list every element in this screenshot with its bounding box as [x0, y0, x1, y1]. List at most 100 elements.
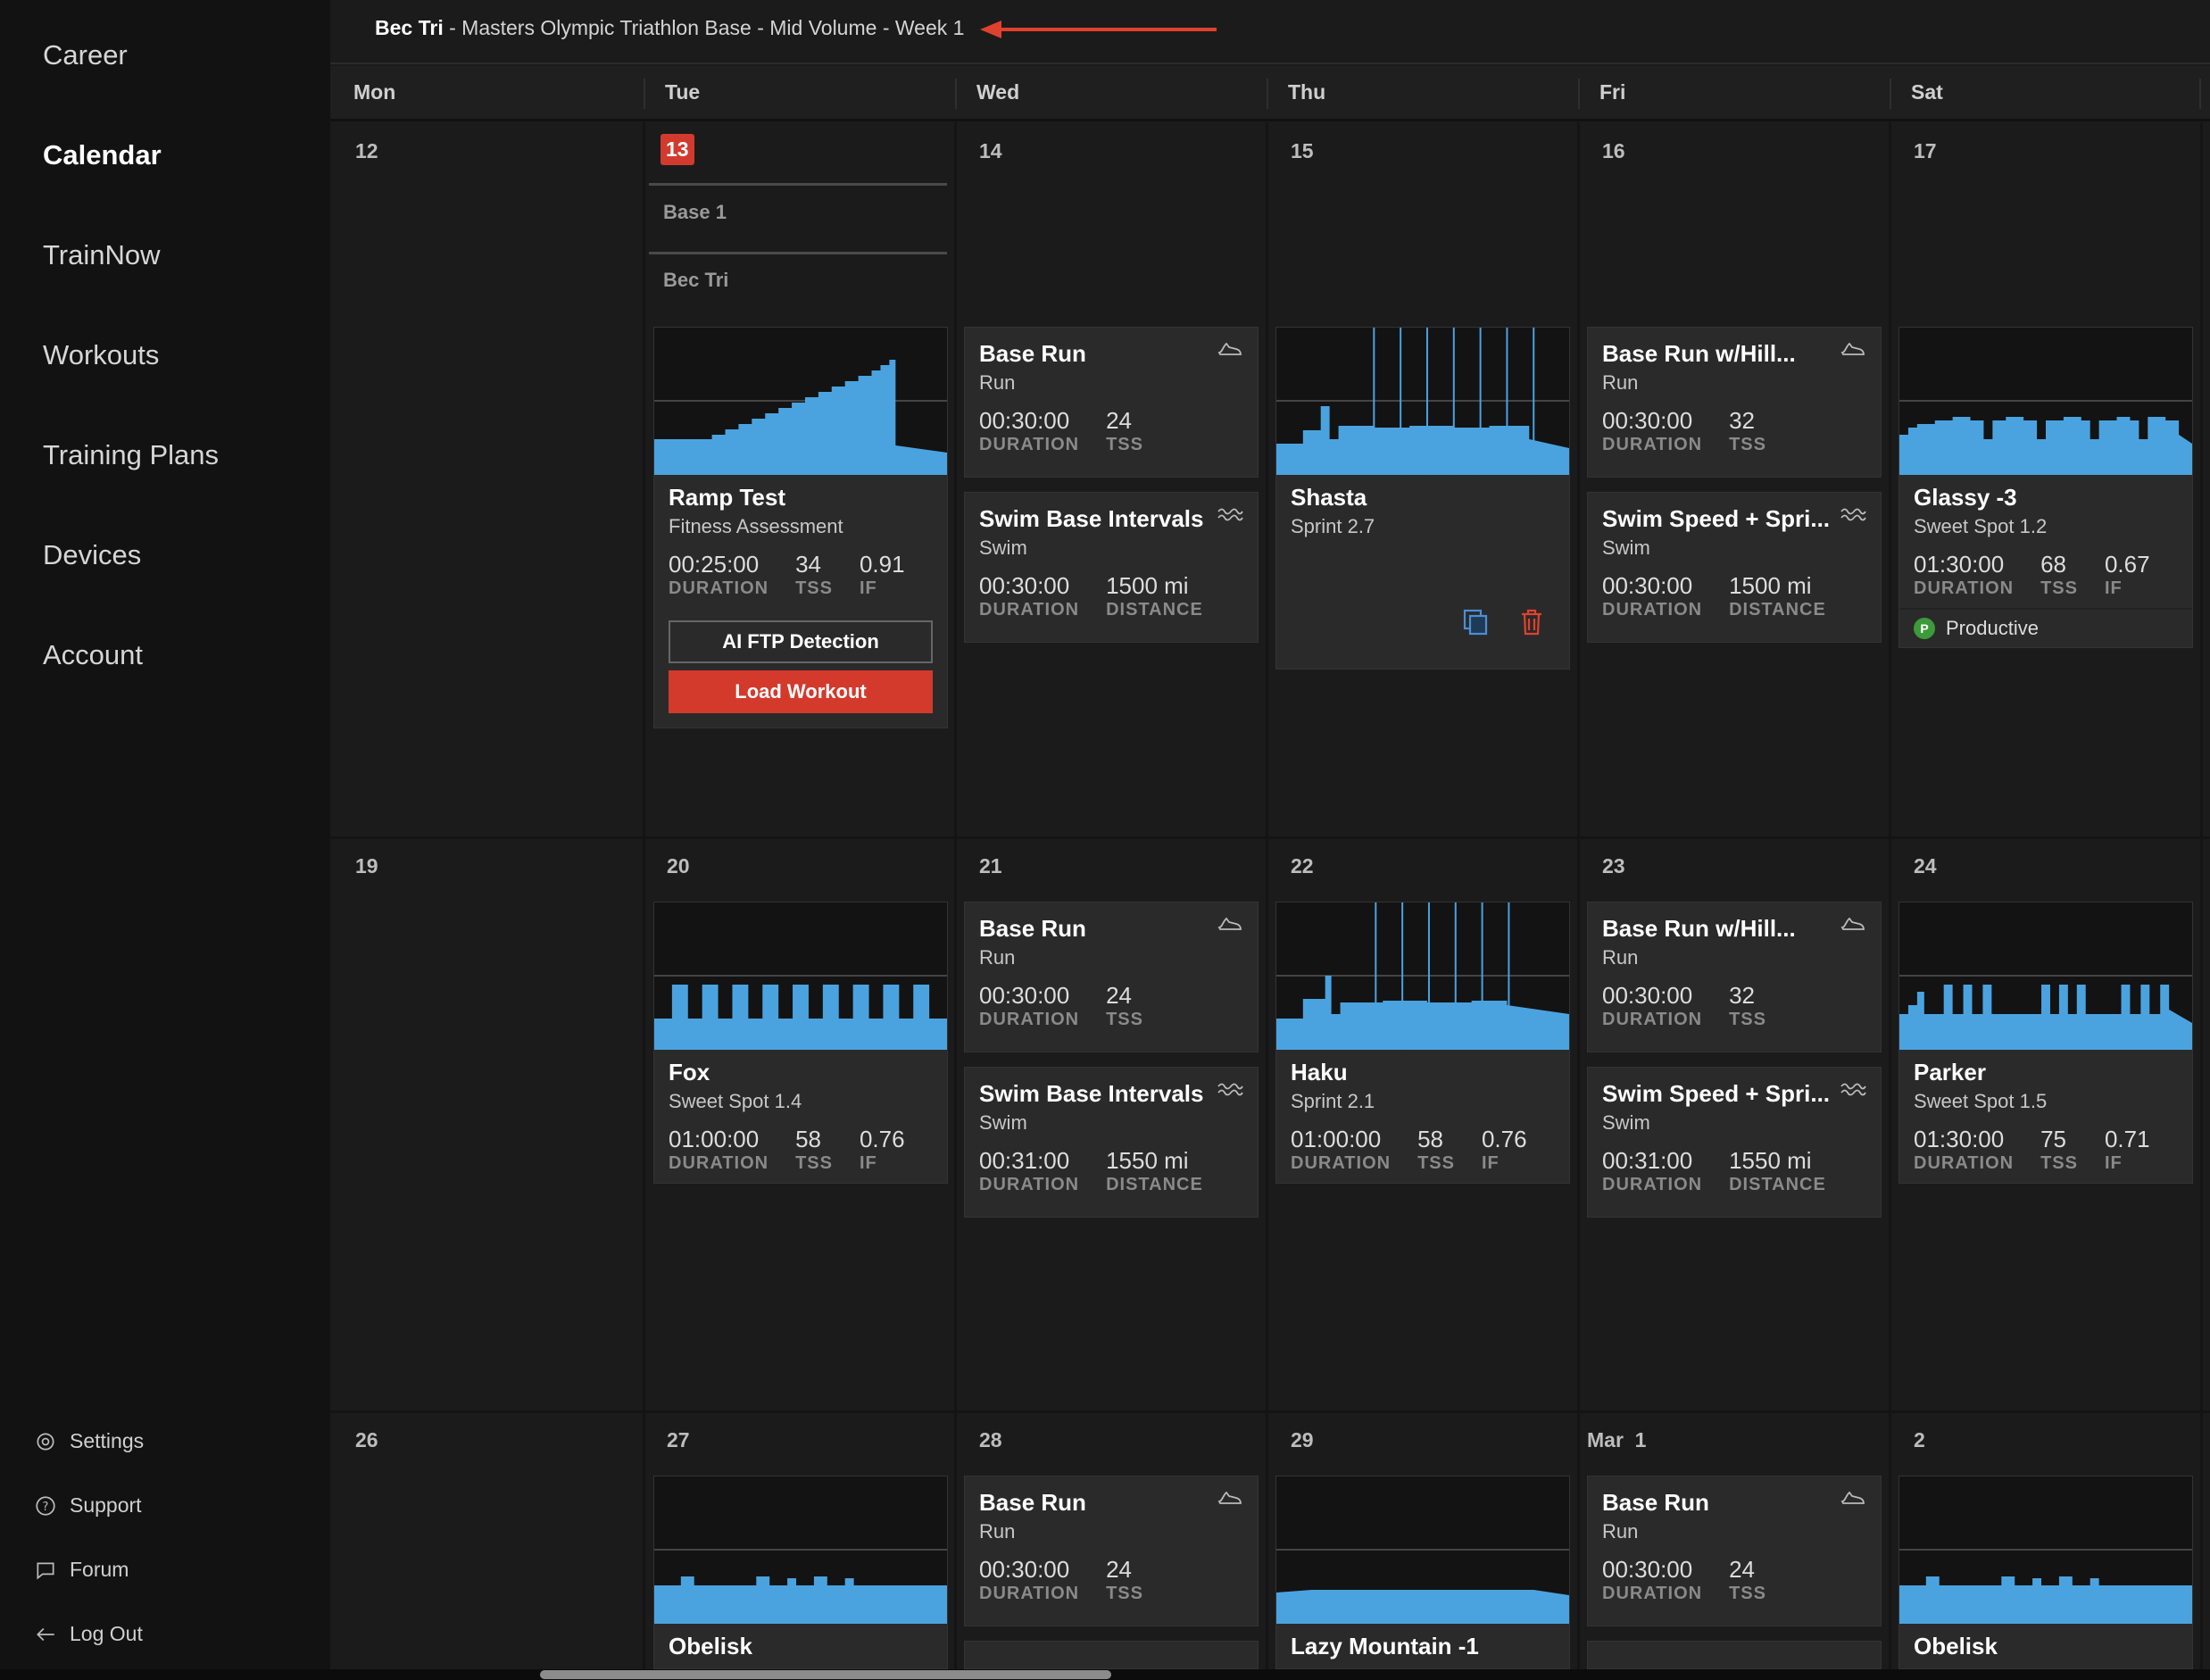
workout-subtitle: Run — [979, 1520, 1016, 1543]
workout-card[interactable]: Glassy -3 Sweet Spot 1.2 01:30:00 DURATIO… — [1898, 327, 2193, 648]
workout-title: Base Run — [1602, 1489, 1709, 1516]
nav-workouts[interactable]: Workouts — [43, 339, 160, 370]
workout-subtitle: Fitness Assessment — [669, 515, 843, 537]
duration-label: DURATION — [979, 1010, 1080, 1029]
phase-divider — [649, 252, 947, 254]
row-divider — [330, 836, 2210, 839]
tss-value: 58 — [795, 1126, 821, 1152]
day-number: 2 — [1914, 1428, 1925, 1451]
day-number: 15 — [1291, 139, 1314, 162]
forum-link[interactable]: Forum — [34, 1558, 129, 1582]
workout-subtitle: Sprint 2.1 — [1291, 1090, 1375, 1112]
tss-label: TSS — [2040, 1153, 2078, 1173]
tss-label: TSS — [1106, 1584, 1143, 1603]
day-number: 20 — [667, 854, 690, 877]
workout-title: Swim Speed + Spri... — [1602, 505, 1831, 532]
workout-card[interactable]: Haku Sprint 2.1 01:00:00 DURATION 58 TSS 0… — [1275, 902, 1570, 1184]
tss-value: 24 — [1106, 982, 1132, 1009]
duration-value: 01:30:00 — [1914, 1126, 2005, 1152]
workout-card[interactable]: Base Run w/Hill... Run 00:30:00 DURATION … — [1587, 902, 1882, 1052]
day-number: 19 — [355, 854, 378, 877]
workout-subtitle: Sweet Spot 1.5 — [1914, 1090, 2048, 1112]
phase-plan-label[interactable]: Bec Tri — [663, 269, 729, 291]
duration-label: DURATION — [1602, 435, 1703, 454]
workout-card[interactable]: Lazy Mountain -1 — [1275, 1476, 1570, 1669]
day-number: 27 — [667, 1428, 690, 1451]
weekday-divider — [1890, 79, 1891, 109]
workout-subtitle: Swim — [979, 536, 1027, 559]
phase-divider — [649, 183, 947, 186]
tss-value: 75 — [2040, 1126, 2066, 1152]
tss-value: 24 — [1106, 407, 1132, 434]
nav-trainnow[interactable]: TrainNow — [43, 239, 161, 270]
workout-card[interactable]: Shasta Sprint 2.7 — [1275, 327, 1570, 670]
duration-value: 00:31:00 — [979, 1147, 1070, 1174]
duration-label: DURATION — [979, 435, 1080, 454]
workout-card[interactable]: Base Run Run 00:30:00 DURATION 24 TSS — [1587, 1476, 1882, 1626]
duration-label: DURATION — [1602, 600, 1703, 620]
workout-card[interactable]: Base Run Run 00:30:00 DURATION 24 TSS — [964, 327, 1259, 478]
workout-card[interactable]: Obelisk — [653, 1476, 948, 1669]
workout-title: Swim Base Intervals — [979, 1080, 1204, 1107]
nav-training-plans[interactable]: Training Plans — [43, 439, 220, 470]
swim-waves-icon — [1217, 1083, 1243, 1096]
workout-subtitle: Run — [1602, 946, 1639, 969]
day-number: 22 — [1291, 854, 1314, 877]
nav-account[interactable]: Account — [43, 639, 144, 670]
column-divider — [1889, 122, 1891, 1669]
support-link[interactable]: ? Support — [34, 1493, 142, 1518]
workout-subtitle: Run — [979, 946, 1016, 969]
workout-card[interactable]: Parker Sweet Spot 1.5 01:30:00 DURATION 7… — [1898, 902, 2193, 1184]
distance-value: 1500 mi — [1729, 572, 1812, 599]
workout-subtitle: Run — [979, 371, 1016, 394]
workout-card-partial[interactable] — [964, 1641, 1259, 1669]
workout-card[interactable]: Fox Sweet Spot 1.4 01:00:00 DURATION 58 TS… — [653, 902, 948, 1184]
workout-title: Swim Base Intervals — [979, 505, 1204, 532]
weekday-sat: Sat — [1911, 80, 1943, 104]
settings-link[interactable]: Settings — [34, 1429, 144, 1453]
nav-calendar[interactable]: Calendar — [43, 139, 162, 170]
weekday-divider — [955, 79, 957, 109]
workout-title: Haku — [1291, 1059, 1348, 1085]
day-number: 23 — [1602, 854, 1625, 877]
phase-block-label[interactable]: Base 1 — [663, 201, 727, 223]
workout-title: Base Run w/Hill... — [1602, 915, 1796, 942]
trash-icon[interactable] — [1519, 608, 1544, 636]
nav-devices[interactable]: Devices — [43, 539, 142, 570]
workout-card[interactable]: Base Run Run 00:30:00 DURATION 24 TSS — [964, 902, 1259, 1052]
workout-card-partial[interactable] — [1587, 1641, 1882, 1669]
copy-icon[interactable] — [1462, 608, 1489, 636]
workout-title: Fox — [669, 1059, 710, 1085]
workout-card[interactable]: Ramp Test Fitness Assessment 00:25:00 DUR… — [653, 327, 948, 728]
if-value: 0.91 — [859, 551, 905, 578]
workout-card[interactable]: Swim Base Intervals Swim 00:31:00 DURATIO… — [964, 1067, 1259, 1218]
ai-ftp-detection-button[interactable]: AI FTP Detection — [669, 620, 933, 663]
day-number: 12 — [355, 139, 378, 162]
calendar-grid: 12 13 14 15 16 17 19 20 21 22 23 24 26 2… — [330, 122, 2210, 1669]
workout-card[interactable]: Swim Speed + Spri... Swim 00:31:00 DURATI… — [1587, 1067, 1882, 1218]
workout-card[interactable]: Obelisk — [1898, 1476, 2193, 1669]
workout-card[interactable]: Base Run Run 00:30:00 DURATION 24 TSS — [964, 1476, 1259, 1626]
workout-card[interactable]: Base Run w/Hill... Run 00:30:00 DURATION … — [1587, 327, 1882, 478]
swim-waves-icon — [1840, 1083, 1866, 1096]
sidebar: Career Calendar TrainNow Workouts Traini… — [0, 0, 330, 1669]
duration-value: 00:30:00 — [979, 407, 1070, 434]
column-divider — [1577, 122, 1580, 1669]
nav-career[interactable]: Career — [43, 39, 128, 71]
today-badge: 13 — [661, 134, 694, 165]
swim-waves-icon — [1217, 508, 1243, 521]
workout-subtitle: Run — [1602, 371, 1639, 394]
tss-label: TSS — [1729, 435, 1766, 454]
workout-card[interactable]: Swim Base Intervals Swim 00:30:00 DURATIO… — [964, 492, 1259, 643]
plan-title[interactable]: Bec Tri - Masters Olympic Triathlon Base… — [375, 16, 964, 40]
day-number: 14 — [979, 139, 1002, 162]
workout-title: Obelisk — [1914, 1633, 1998, 1659]
tss-value: 32 — [1729, 982, 1755, 1009]
scrollbar-thumb[interactable] — [540, 1670, 1111, 1679]
load-workout-button[interactable]: Load Workout — [669, 670, 933, 713]
run-shoe-icon — [1217, 342, 1242, 355]
workout-card[interactable]: Swim Speed + Spri... Swim 00:30:00 DURATI… — [1587, 492, 1882, 643]
duration-value: 01:00:00 — [669, 1126, 760, 1152]
tss-value: 24 — [1729, 1556, 1755, 1583]
logout-link[interactable]: Log Out — [34, 1622, 143, 1646]
